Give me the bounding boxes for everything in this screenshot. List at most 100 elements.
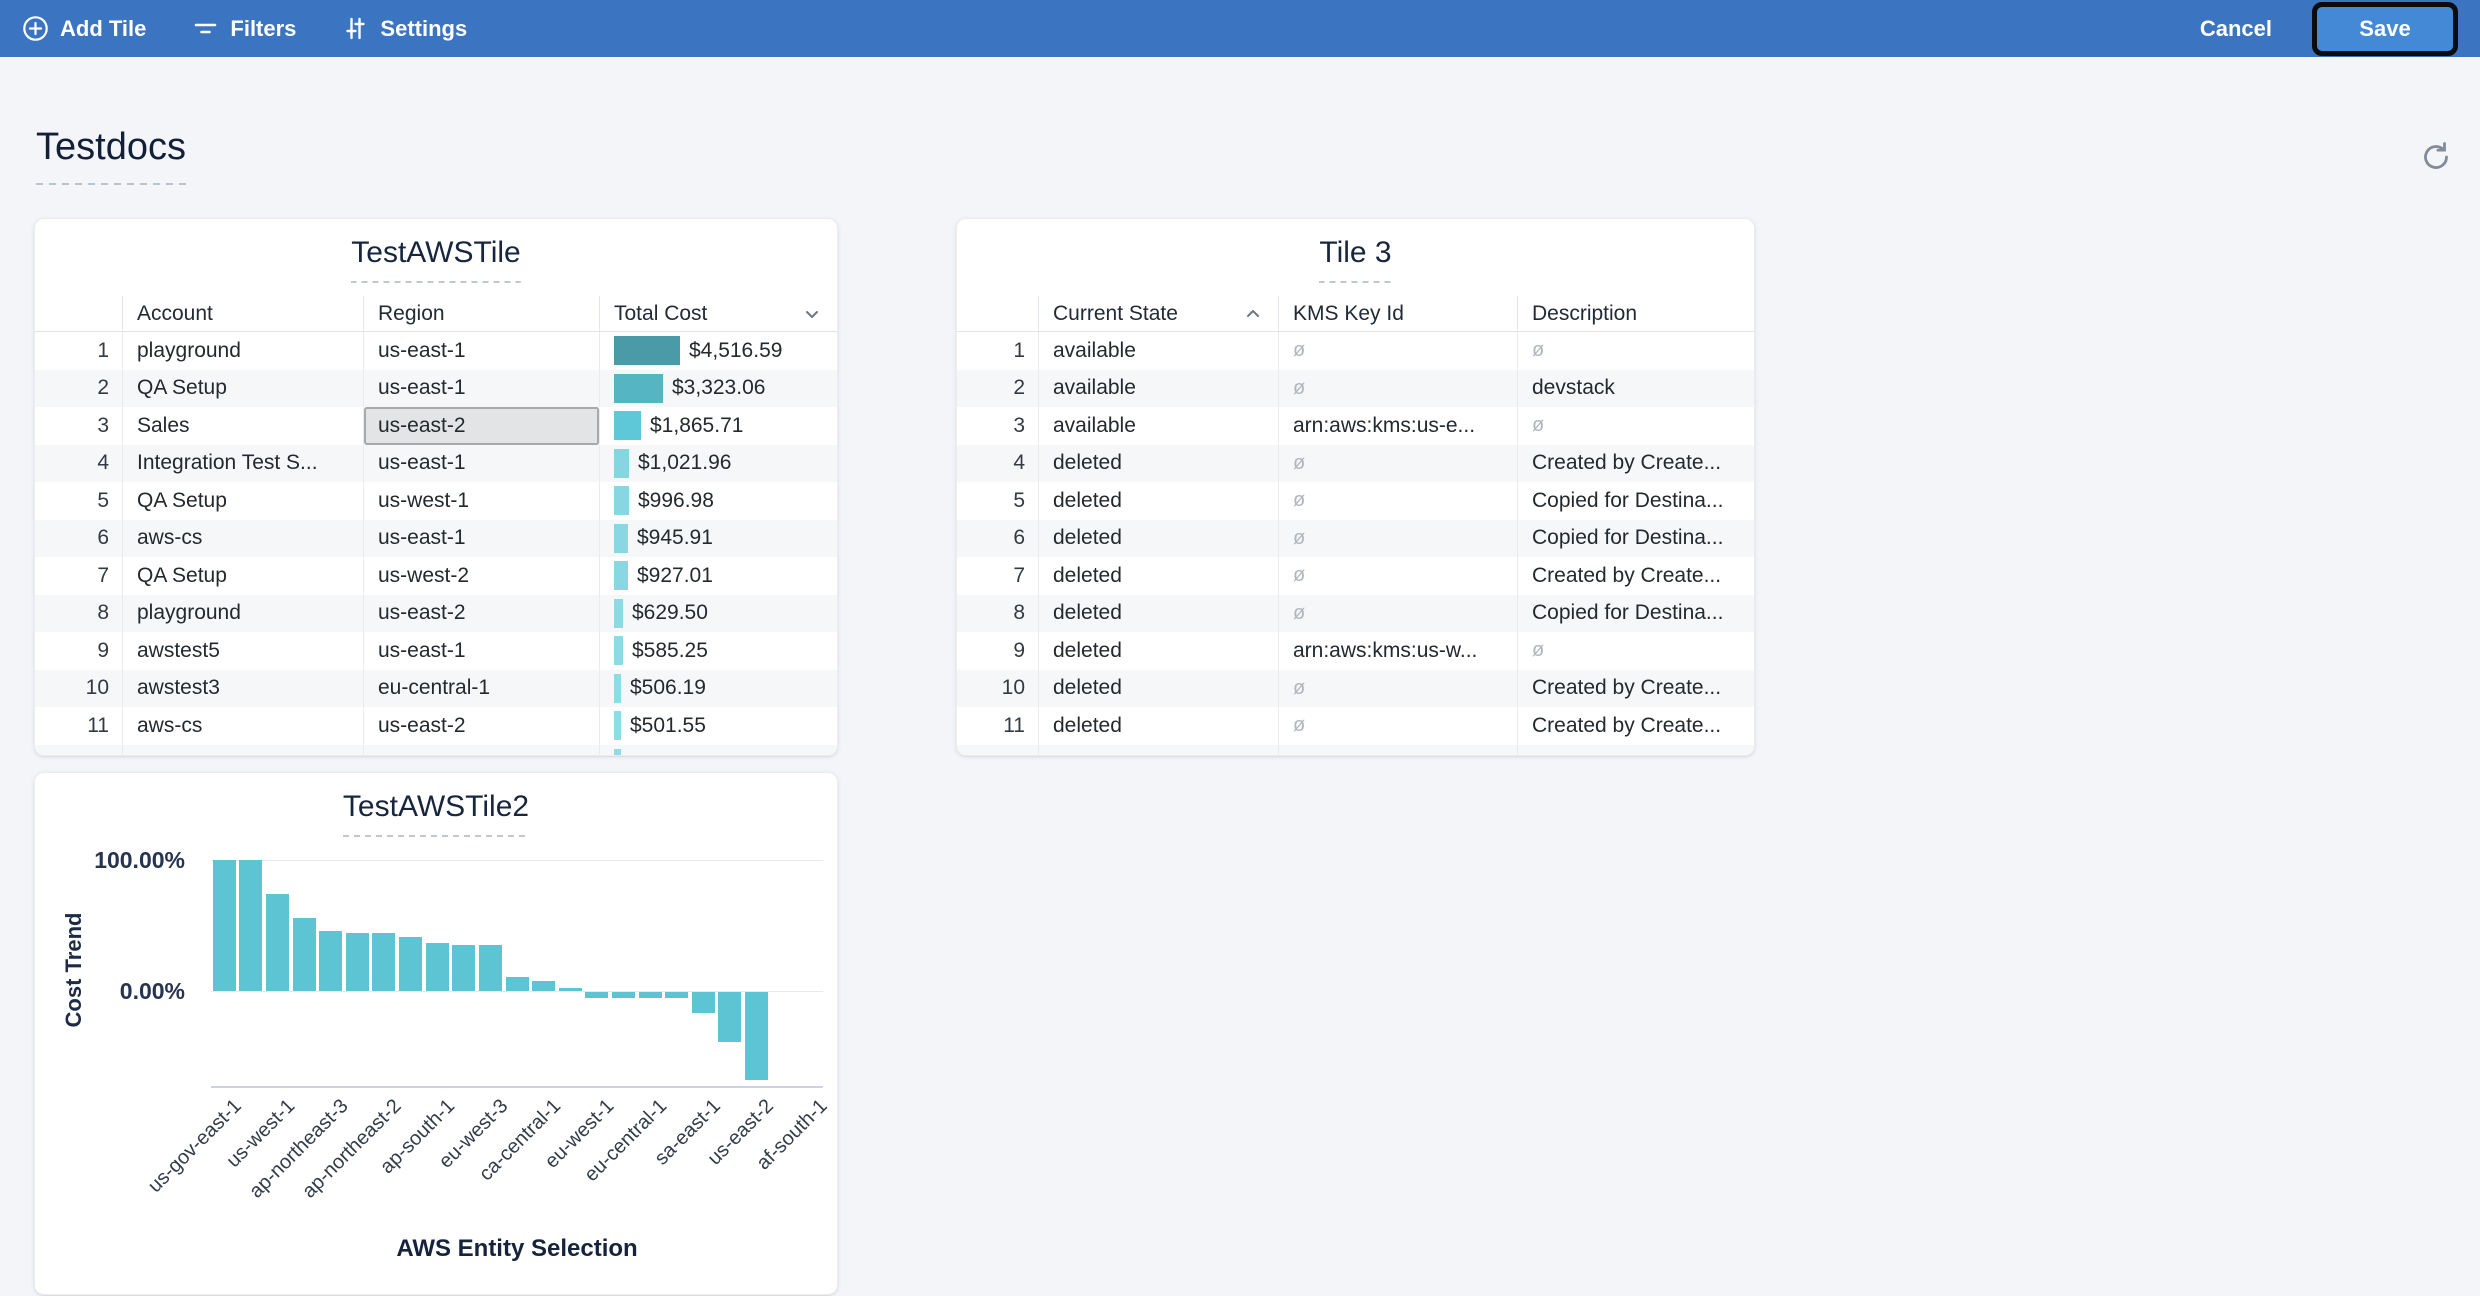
account-cell[interactable]: awstest3 <box>123 669 364 707</box>
region-cell[interactable]: eu-central-1 <box>364 669 600 707</box>
description-cell[interactable] <box>1518 745 1754 756</box>
column-header-region[interactable]: Region <box>364 296 600 331</box>
description-cell[interactable]: devstack <box>1532 376 1615 400</box>
account-cell[interactable]: QA Setup <box>123 557 364 595</box>
kms-key-id-cell[interactable]: ø <box>1279 482 1518 520</box>
chart-bar[interactable] <box>345 933 369 991</box>
region-cell[interactable]: us-east-1 <box>364 632 600 670</box>
chart-bar[interactable] <box>585 992 609 998</box>
total-cost-cell[interactable]: $1,865.71 <box>600 407 837 445</box>
column-header-total-cost[interactable]: Total Cost <box>600 296 837 331</box>
account-cell[interactable]: playground <box>123 594 364 632</box>
cancel-button[interactable]: Cancel <box>2199 15 2272 41</box>
chart-bar[interactable] <box>691 992 715 1013</box>
kms-key-id-cell[interactable]: arn:aws:kms:us-e... <box>1279 407 1518 445</box>
chart-bar[interactable] <box>558 987 582 991</box>
kms-key-id-cell[interactable] <box>1279 744 1518 755</box>
total-cost-cell[interactable]: $1,021.96 <box>600 445 837 483</box>
account-cell[interactable]: QA Setup <box>123 482 364 520</box>
account-cell[interactable]: awstest5 <box>123 632 364 670</box>
tile-title[interactable]: TestAWSTile <box>351 236 521 283</box>
region-cell[interactable]: us-east-1 <box>364 444 600 482</box>
kms-key-id-cell[interactable]: ø <box>1279 669 1518 707</box>
column-header-current-state[interactable]: Current State <box>1039 296 1279 331</box>
chart-bar[interactable] <box>532 980 556 991</box>
total-cost-cell[interactable]: $927.01 <box>600 557 837 595</box>
region-cell[interactable]: us-east-2 <box>364 707 600 745</box>
current-state-cell[interactable]: deleted <box>1039 632 1279 670</box>
chart-bar[interactable] <box>452 945 476 991</box>
chevron-up-icon[interactable] <box>1242 303 1264 325</box>
filters-button[interactable]: Filters <box>192 15 296 42</box>
total-cost-cell[interactable]: $4,516.59 <box>600 332 837 370</box>
kms-key-id-cell[interactable]: ø <box>1279 332 1518 370</box>
account-cell[interactable]: Integration Test S... <box>123 444 364 482</box>
chart-bar[interactable] <box>505 976 529 991</box>
account-cell[interactable] <box>123 744 364 755</box>
description-cell[interactable]: ø <box>1518 332 1754 370</box>
current-state-cell[interactable]: deleted <box>1039 444 1279 482</box>
current-state-cell[interactable]: available <box>1039 332 1279 370</box>
tile-tile3[interactable]: Tile 3 Current State KMS Key Id Descript… <box>956 218 1755 756</box>
current-state-cell[interactable]: deleted <box>1039 519 1279 557</box>
region-cell[interactable]: us-east-1 <box>364 332 600 370</box>
chart-bar[interactable] <box>319 930 343 991</box>
chart-bar[interactable] <box>478 945 502 991</box>
region-cell[interactable]: us-east-2 <box>364 594 600 632</box>
tile-testawstile2[interactable]: TestAWSTile2 Cost Trend 100.00% 0.00% us… <box>34 772 838 1295</box>
total-cost-cell[interactable]: $996.98 <box>600 482 837 520</box>
region-cell[interactable] <box>364 744 600 755</box>
region-cell[interactable]: us-west-1 <box>364 482 600 520</box>
chart-bar[interactable] <box>611 992 635 998</box>
current-state-cell[interactable]: deleted <box>1039 557 1279 595</box>
column-header-account[interactable]: Account <box>123 296 364 331</box>
current-state-cell[interactable]: available <box>1039 369 1279 407</box>
kms-key-id-cell[interactable]: ø <box>1279 594 1518 632</box>
current-state-cell[interactable]: deleted <box>1039 482 1279 520</box>
settings-button[interactable]: Settings <box>342 15 467 42</box>
description-cell[interactable]: Copied for Destina... <box>1532 488 1724 512</box>
account-cell[interactable]: QA Setup <box>123 369 364 407</box>
kms-key-id-cell[interactable]: ø <box>1279 444 1518 482</box>
description-cell[interactable]: Copied for Destina... <box>1532 526 1724 550</box>
region-cell[interactable]: us-east-1 <box>364 519 600 557</box>
chevron-down-icon[interactable] <box>801 303 823 325</box>
current-state-cell[interactable]: available <box>1039 407 1279 445</box>
account-cell[interactable]: aws-cs <box>123 519 364 557</box>
region-cell[interactable]: us-east-1 <box>364 369 600 407</box>
chart-bar[interactable] <box>425 942 449 991</box>
save-button[interactable]: Save <box>2317 6 2453 51</box>
page-title[interactable]: Testdocs <box>36 126 186 185</box>
kms-key-id-cell[interactable]: ø <box>1279 707 1518 745</box>
current-state-cell[interactable] <box>1039 744 1279 755</box>
refresh-button[interactable] <box>2416 138 2456 178</box>
tile-title[interactable]: TestAWSTile2 <box>342 790 530 837</box>
account-cell[interactable]: playground <box>123 332 364 370</box>
description-cell[interactable]: Created by Create... <box>1532 713 1722 737</box>
kms-key-id-cell[interactable]: ø <box>1279 519 1518 557</box>
total-cost-cell[interactable]: $945.91 <box>600 520 837 558</box>
account-cell[interactable]: Sales <box>123 407 364 445</box>
total-cost-cell[interactable]: $501.55 <box>600 707 837 745</box>
description-cell[interactable]: Created by Create... <box>1532 676 1722 700</box>
kms-key-id-cell[interactable]: arn:aws:kms:us-w... <box>1279 632 1518 670</box>
region-cell[interactable]: us-east-2 <box>364 407 600 445</box>
column-header-kms-key-id[interactable]: KMS Key Id <box>1279 296 1518 331</box>
chart-bar[interactable] <box>212 860 236 991</box>
total-cost-cell[interactable]: $629.50 <box>600 595 837 633</box>
chart-bar[interactable] <box>399 937 423 991</box>
total-cost-cell[interactable]: $3,323.06 <box>600 370 837 408</box>
account-cell[interactable]: aws-cs <box>123 707 364 745</box>
add-tile-button[interactable]: Add Tile <box>22 15 146 42</box>
total-cost-cell[interactable] <box>600 745 837 755</box>
total-cost-cell[interactable]: $506.19 <box>600 670 837 708</box>
chart-bar[interactable] <box>372 933 396 991</box>
kms-key-id-cell[interactable]: ø <box>1279 557 1518 595</box>
chart-bar[interactable] <box>266 894 290 991</box>
current-state-cell[interactable]: deleted <box>1039 594 1279 632</box>
chart-bar[interactable] <box>239 860 263 991</box>
column-header-description[interactable]: Description <box>1518 296 1754 331</box>
chart-bar[interactable] <box>744 992 768 1080</box>
description-cell[interactable]: ø <box>1518 407 1754 445</box>
